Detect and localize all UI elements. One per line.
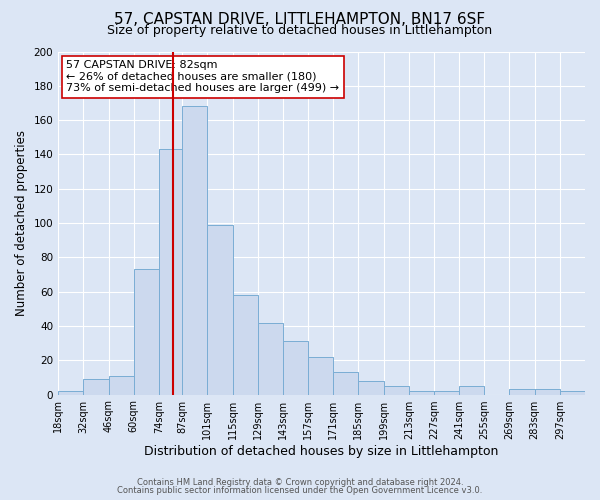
Bar [333, 372, 358, 394]
Bar [159, 150, 184, 394]
Text: Contains public sector information licensed under the Open Government Licence v3: Contains public sector information licen… [118, 486, 482, 495]
Text: 57, CAPSTAN DRIVE, LITTLEHAMPTON, BN17 6SF: 57, CAPSTAN DRIVE, LITTLEHAMPTON, BN17 6… [115, 12, 485, 28]
Bar [509, 390, 535, 394]
Text: Size of property relative to detached houses in Littlehampton: Size of property relative to detached ho… [107, 24, 493, 37]
Bar [358, 381, 383, 394]
Bar [434, 391, 459, 394]
Bar [535, 390, 560, 394]
Bar [58, 391, 83, 394]
Y-axis label: Number of detached properties: Number of detached properties [15, 130, 28, 316]
Bar [308, 357, 333, 395]
Bar [233, 295, 258, 394]
Bar [208, 225, 233, 394]
Bar [109, 376, 134, 394]
Bar [383, 386, 409, 394]
Bar [459, 386, 484, 394]
Bar [409, 391, 434, 394]
Text: 57 CAPSTAN DRIVE: 82sqm
← 26% of detached houses are smaller (180)
73% of semi-d: 57 CAPSTAN DRIVE: 82sqm ← 26% of detache… [66, 60, 339, 94]
Bar [182, 106, 208, 395]
Bar [258, 322, 283, 394]
X-axis label: Distribution of detached houses by size in Littlehampton: Distribution of detached houses by size … [145, 444, 499, 458]
Bar [283, 342, 308, 394]
Bar [134, 270, 159, 394]
Bar [560, 391, 585, 394]
Bar [83, 379, 109, 394]
Text: Contains HM Land Registry data © Crown copyright and database right 2024.: Contains HM Land Registry data © Crown c… [137, 478, 463, 487]
